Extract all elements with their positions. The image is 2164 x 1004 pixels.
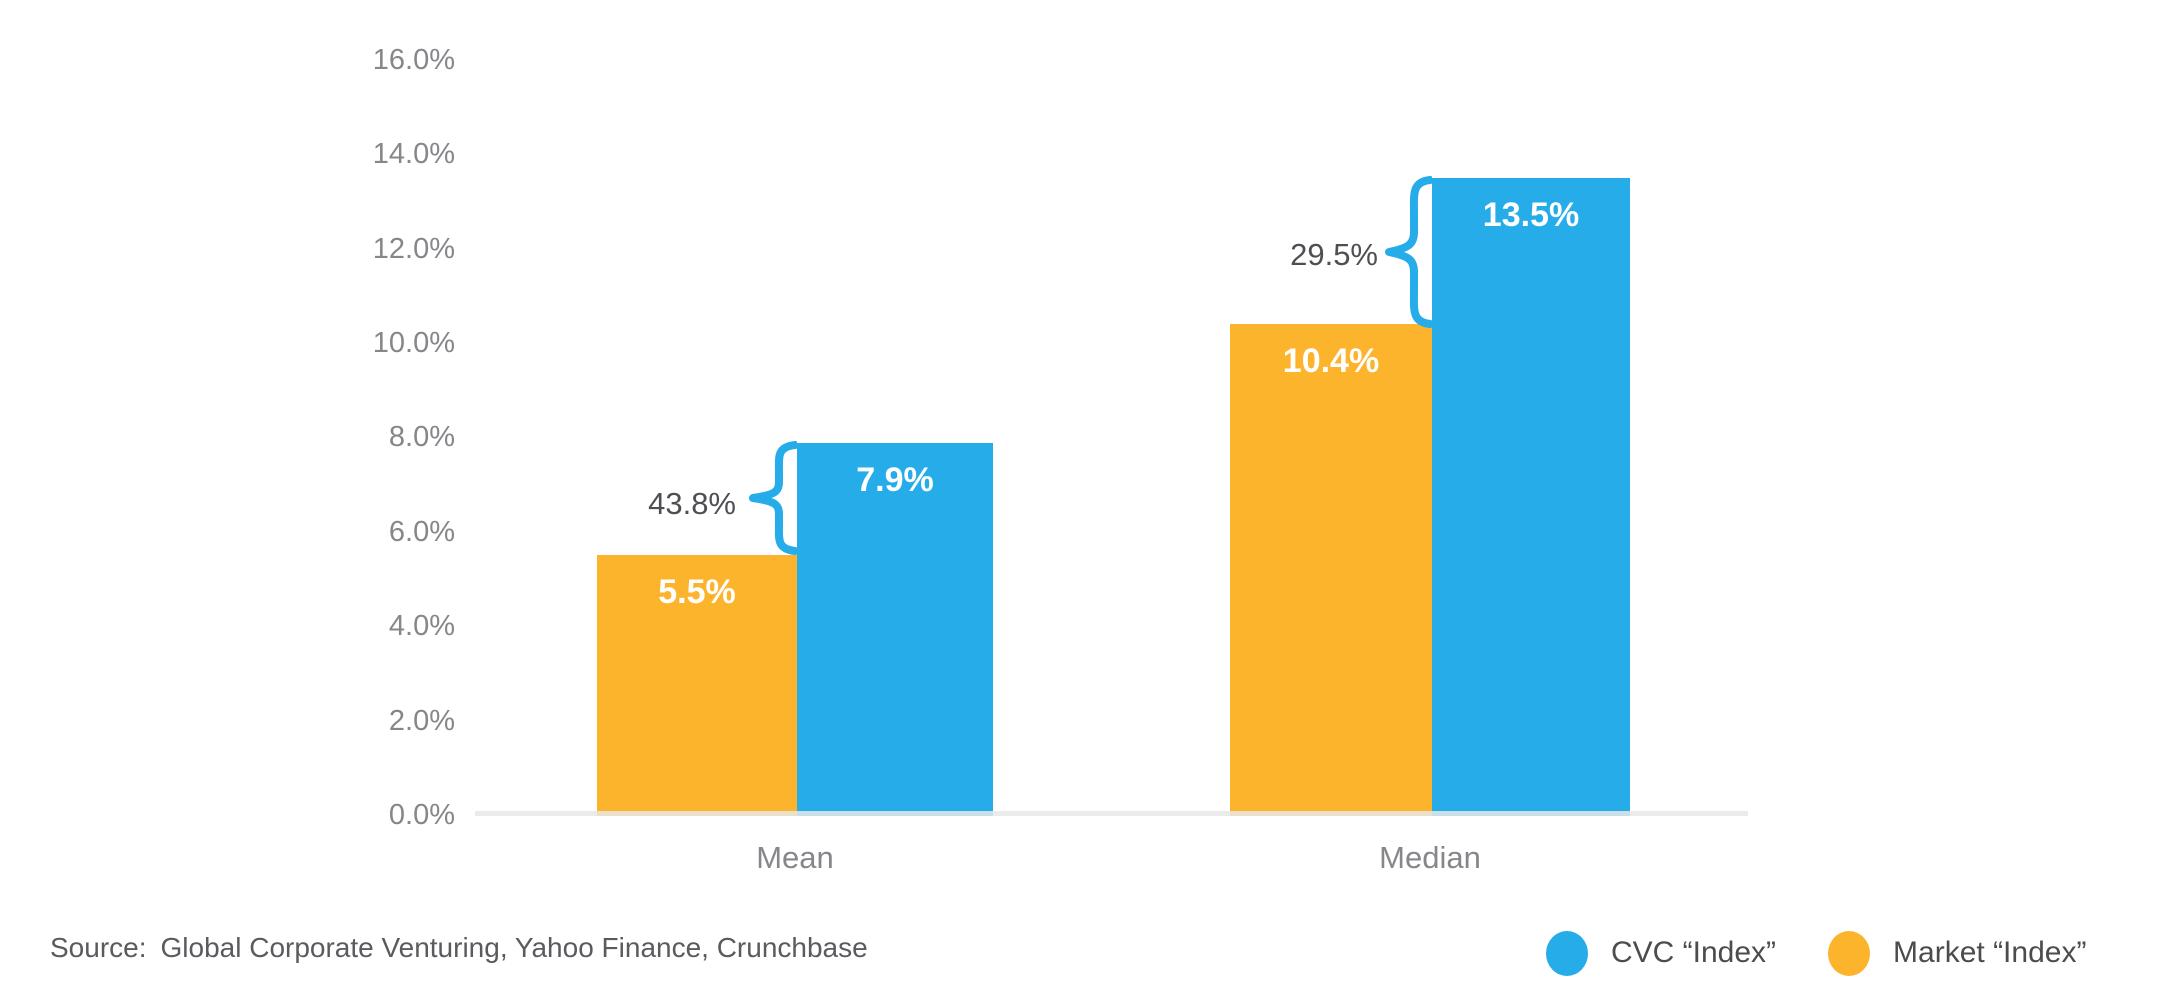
legend-dot-icon: [1546, 930, 1588, 976]
bar-mean-cvc-index: 7.9%: [797, 443, 993, 816]
bar-mean-market-index: 5.5%: [597, 555, 797, 816]
bar-value-label: 10.4%: [1282, 342, 1380, 380]
x-axis-label-median: Median: [1379, 840, 1481, 875]
y-axis-tick-label: 12.0%: [372, 233, 455, 265]
x-axis-label-mean: Mean: [756, 840, 834, 875]
legend-item-cvc-index: CVC “Index”: [1546, 930, 1777, 976]
y-axis-tick-label: 0.0%: [388, 799, 455, 831]
legend-dot-icon: [1828, 930, 1871, 976]
y-axis-tick-label: 8.0%: [388, 421, 455, 453]
y-axis-tick-label: 10.0%: [372, 327, 455, 359]
x-axis-line: [475, 811, 1748, 816]
y-axis-tick-label: 2.0%: [388, 705, 455, 737]
diff-label-mean: 43.8%: [648, 486, 736, 521]
legend-item-market-index: Market “Index”: [1828, 930, 2087, 976]
bar-median-market-index: 10.4%: [1230, 324, 1432, 816]
legend: CVC “Index” Market “Index”: [1546, 926, 2086, 980]
curly-brace-icon: [749, 441, 797, 555]
bar-value-label: 13.5%: [1482, 196, 1580, 234]
y-axis-tick-label: 14.0%: [372, 138, 455, 170]
bar-value-label: 5.5%: [658, 573, 736, 611]
y-axis-tick-label: 16.0%: [372, 44, 455, 76]
source-label: Source:: [50, 932, 147, 963]
legend-label: CVC “Index”: [1611, 936, 1777, 969]
y-axis-tick-label: 4.0%: [388, 610, 455, 642]
diff-label-median: 29.5%: [1290, 237, 1378, 272]
y-axis-tick-label: 6.0%: [388, 516, 455, 548]
source-note: Source: Global Corporate Venturing, Yahoo…: [50, 932, 868, 964]
curly-brace-icon: [1385, 176, 1432, 328]
legend-label: Market “Index”: [1893, 936, 2087, 969]
bar-value-label: 7.9%: [856, 461, 934, 499]
bar-median-cvc-index: 13.5%: [1432, 178, 1630, 816]
source-text: Global Corporate Venturing, Yahoo Financ…: [160, 932, 868, 963]
